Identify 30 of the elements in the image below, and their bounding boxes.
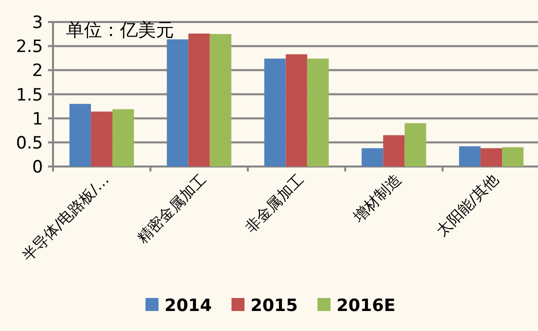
bar	[404, 123, 426, 166]
bar	[459, 146, 481, 166]
y-tick-label: 2.5	[16, 37, 43, 58]
y-tick-label: 2	[32, 61, 43, 82]
bar	[264, 58, 286, 166]
bar	[362, 148, 384, 166]
y-tick-label: 1.5	[16, 85, 43, 106]
bar	[166, 39, 188, 166]
annotation: 单位：亿美元	[66, 20, 174, 41]
bar	[383, 135, 405, 166]
y-tick-label: 3	[32, 13, 43, 33]
bar	[502, 147, 524, 166]
x-tick-label: 增材制造	[348, 170, 405, 226]
y-tick-label: 1	[32, 109, 43, 130]
legend-label: 2014	[164, 296, 212, 316]
legend-label: 2015	[250, 296, 298, 316]
bar	[90, 112, 112, 166]
x-tick-label: 精密金属加工	[134, 170, 210, 247]
bar	[112, 109, 134, 166]
bar	[188, 34, 210, 166]
x-tick-label: 太阳能/其他	[432, 170, 502, 240]
legend-label: 2016E	[336, 296, 396, 316]
x-tick-label: 非金属加工	[242, 170, 308, 236]
y-tick-label: 0.5	[16, 133, 43, 154]
bar	[286, 54, 308, 166]
bar	[69, 104, 91, 166]
bar	[480, 148, 502, 166]
bar	[210, 34, 232, 166]
bar	[307, 58, 329, 166]
y-tick-label: 0	[32, 158, 43, 178]
